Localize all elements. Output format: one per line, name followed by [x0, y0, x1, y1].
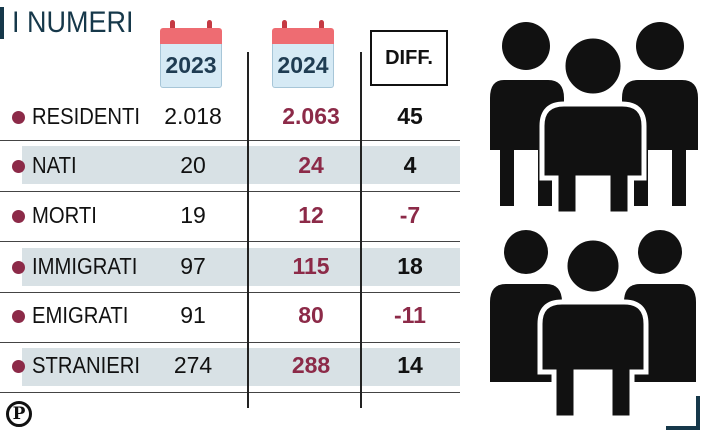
value-2024: 80 — [298, 302, 324, 328]
row-stripe — [22, 146, 460, 184]
value-diff: 14 — [397, 352, 423, 378]
title-text: I NUMERI — [12, 6, 134, 39]
row-stripe — [22, 348, 460, 386]
bullet-icon — [12, 210, 25, 223]
row-separator — [0, 342, 460, 343]
value-2024: 2.063 — [282, 103, 340, 129]
column-header-diff: DIFF. — [370, 30, 448, 86]
column-header-2023: 2023 — [160, 44, 222, 88]
corner-bracket-icon — [666, 396, 700, 430]
bullet-icon — [12, 111, 25, 124]
value-2023: 2.018 — [164, 103, 222, 129]
row-separator — [0, 241, 460, 242]
row-stripe — [22, 248, 460, 286]
value-diff: 4 — [403, 152, 417, 178]
row-separator — [0, 392, 460, 393]
row-label: RESIDENTI — [32, 103, 140, 129]
title-accent-bar — [0, 7, 4, 39]
row-label: EMIGRATI — [32, 302, 129, 328]
row-label: IMMIGRATI — [32, 253, 138, 279]
people-group-icon — [490, 22, 698, 215]
row-separator — [0, 191, 460, 192]
column-header-2024: 2024 — [272, 44, 334, 88]
value-2023: 97 — [180, 253, 206, 279]
row-label: STRANIERI — [32, 352, 140, 378]
value-2024: 115 — [292, 253, 330, 279]
calendar-2024-icon: 2024 — [272, 20, 334, 88]
row-separator — [0, 292, 460, 293]
value-2024: 24 — [298, 152, 324, 178]
value-2023: 274 — [173, 352, 213, 378]
bullet-icon — [12, 160, 25, 173]
page-title: I NUMERI — [0, 6, 147, 40]
column-divider — [360, 52, 362, 408]
value-diff: 45 — [397, 103, 423, 129]
value-diff: -11 — [394, 302, 426, 328]
value-2023: 91 — [180, 302, 206, 328]
column-divider — [247, 52, 249, 408]
value-2023: 20 — [180, 152, 206, 178]
logo-letter: P — [12, 404, 26, 424]
value-diff: -7 — [399, 202, 421, 228]
calendar-2023-icon: 2023 — [160, 20, 222, 88]
value-diff: 18 — [397, 253, 423, 279]
value-2024: 12 — [298, 202, 324, 228]
value-2024: 288 — [291, 352, 331, 378]
publisher-logo-icon: P — [6, 401, 32, 427]
bullet-icon — [12, 310, 25, 323]
bullet-icon — [12, 261, 25, 274]
people-group-icon — [490, 230, 696, 421]
row-label: NATI — [32, 152, 77, 178]
row-label: MORTI — [32, 202, 97, 228]
value-2023: 19 — [180, 202, 206, 228]
row-separator — [0, 140, 460, 141]
bullet-icon — [12, 360, 25, 373]
